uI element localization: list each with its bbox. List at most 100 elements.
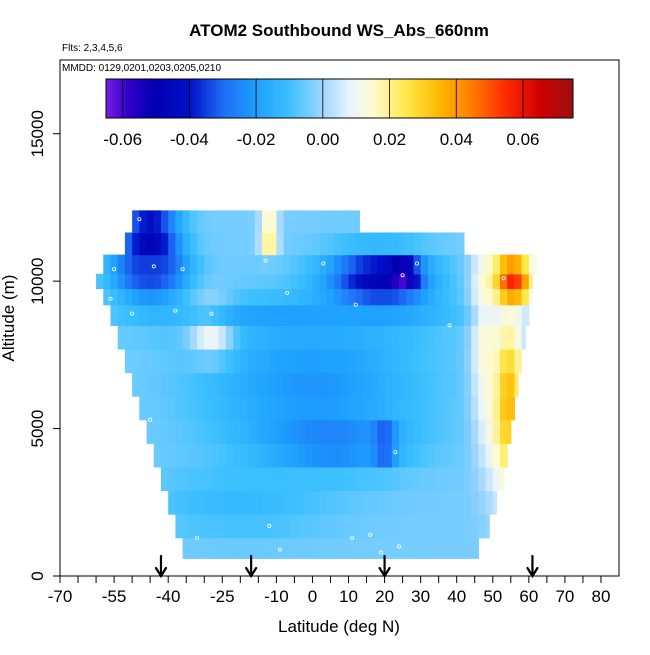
colorbar-segment xyxy=(286,79,290,118)
heatmap-cell xyxy=(406,396,415,421)
heatmap-cell xyxy=(435,288,443,306)
heatmap-cell xyxy=(189,372,198,397)
heatmap-cell xyxy=(247,325,256,350)
heatmap-cell xyxy=(283,419,292,444)
heatmap-cell xyxy=(290,288,299,306)
heatmap-cell xyxy=(435,537,443,559)
heatmap-cell xyxy=(413,348,422,374)
colorbar-segment xyxy=(342,79,347,118)
colorbar-segment xyxy=(296,79,300,118)
heatmap-cell xyxy=(471,372,479,397)
heatmap-cell xyxy=(370,232,378,256)
heatmap-cell xyxy=(413,537,422,559)
colorbar-segment xyxy=(182,79,187,118)
heatmap-cell xyxy=(305,537,314,559)
sample-marker xyxy=(148,417,153,422)
heatmap-cell xyxy=(341,325,350,350)
heatmap-cell xyxy=(240,443,249,468)
heatmap-cell xyxy=(261,210,270,234)
heatmap-cell xyxy=(240,490,249,515)
heatmap-cell xyxy=(528,254,537,275)
heatmap-cell xyxy=(420,273,429,290)
heatmap-cell xyxy=(283,466,292,492)
heatmap-cell xyxy=(269,348,277,374)
heatmap-cell xyxy=(247,443,256,468)
heatmap-cell xyxy=(189,443,198,468)
heatmap-cell xyxy=(290,232,299,256)
heatmap-cell xyxy=(370,372,378,397)
sample-marker xyxy=(321,261,326,266)
heatmap-cell xyxy=(305,273,314,290)
heatmap-cell xyxy=(485,254,494,275)
heatmap-cell xyxy=(463,348,472,374)
colorbar-tick-label: 0.02 xyxy=(373,130,406,149)
heatmap-cell xyxy=(225,325,234,350)
heatmap-cell xyxy=(478,514,487,539)
heatmap-cell xyxy=(146,396,155,421)
x-tick-label: 10 xyxy=(339,587,358,606)
heatmap-cell xyxy=(406,254,415,275)
heatmap-cell xyxy=(189,288,198,306)
heatmap-cell xyxy=(103,273,112,290)
heatmap-cell xyxy=(160,419,169,444)
heatmap-cell xyxy=(420,396,429,421)
heatmap-cell xyxy=(377,372,386,397)
heatmap-cell xyxy=(427,490,436,515)
heatmap-cell xyxy=(507,348,516,374)
heatmap-cell xyxy=(413,514,422,539)
colorbar-segment xyxy=(379,79,384,118)
heatmap-cell xyxy=(377,254,386,275)
colorbar-segment xyxy=(282,79,287,118)
colorbar-segment xyxy=(356,79,361,118)
heatmap-cell xyxy=(492,396,501,421)
heatmap-cell xyxy=(478,490,487,515)
heatmap-cell xyxy=(276,288,285,306)
heatmap-cell xyxy=(370,304,378,326)
heatmap-cell xyxy=(391,304,400,326)
sample-marker xyxy=(263,258,268,263)
heatmap-cell xyxy=(413,490,422,515)
heatmap-cell xyxy=(189,254,198,275)
heatmap-cell xyxy=(442,514,451,539)
heatmap-cell xyxy=(312,396,321,421)
heatmap-cell xyxy=(355,254,364,275)
heatmap-cell xyxy=(348,443,357,468)
heatmap-cell xyxy=(276,514,285,539)
heatmap-cell xyxy=(370,419,378,444)
heatmap-cell xyxy=(499,372,508,397)
heatmap-cell xyxy=(384,466,393,492)
colorbar-segment xyxy=(422,79,427,118)
heatmap-cell xyxy=(132,325,140,350)
heatmap-cell xyxy=(218,419,227,444)
heatmap-cell xyxy=(225,466,234,492)
heatmap-cell xyxy=(283,210,292,234)
heatmap-cell xyxy=(435,466,443,492)
heatmap-cell xyxy=(204,273,213,290)
heatmap-cell xyxy=(146,210,155,234)
colorbar-segment xyxy=(382,79,387,118)
heatmap-cell xyxy=(233,254,241,275)
colorbar-segment xyxy=(212,79,217,118)
heatmap-cell xyxy=(312,372,321,397)
heatmap-cell xyxy=(276,254,285,275)
heatmap-cell xyxy=(391,419,400,444)
heatmap-cell xyxy=(478,348,487,374)
colorbar-segment xyxy=(406,79,411,118)
heatmap-cell xyxy=(124,304,133,326)
heatmap-cell xyxy=(290,304,299,326)
heatmap-cell xyxy=(189,273,198,290)
heatmap-cell xyxy=(254,304,263,326)
heatmap-cell xyxy=(211,210,220,234)
heatmap-cell xyxy=(427,514,436,539)
heatmap-cell xyxy=(348,288,357,306)
heatmap-cell xyxy=(211,348,220,374)
heatmap-cell xyxy=(377,514,386,539)
colorbar-segment xyxy=(369,79,374,118)
heatmap-cell xyxy=(370,443,378,468)
heatmap-cell xyxy=(305,288,314,306)
heatmap-cell xyxy=(492,288,501,306)
chart-title: ATOM2 Southbound WS_Abs_660nm xyxy=(189,21,489,40)
heatmap-cell xyxy=(189,396,198,421)
heatmap-cell xyxy=(175,304,184,326)
